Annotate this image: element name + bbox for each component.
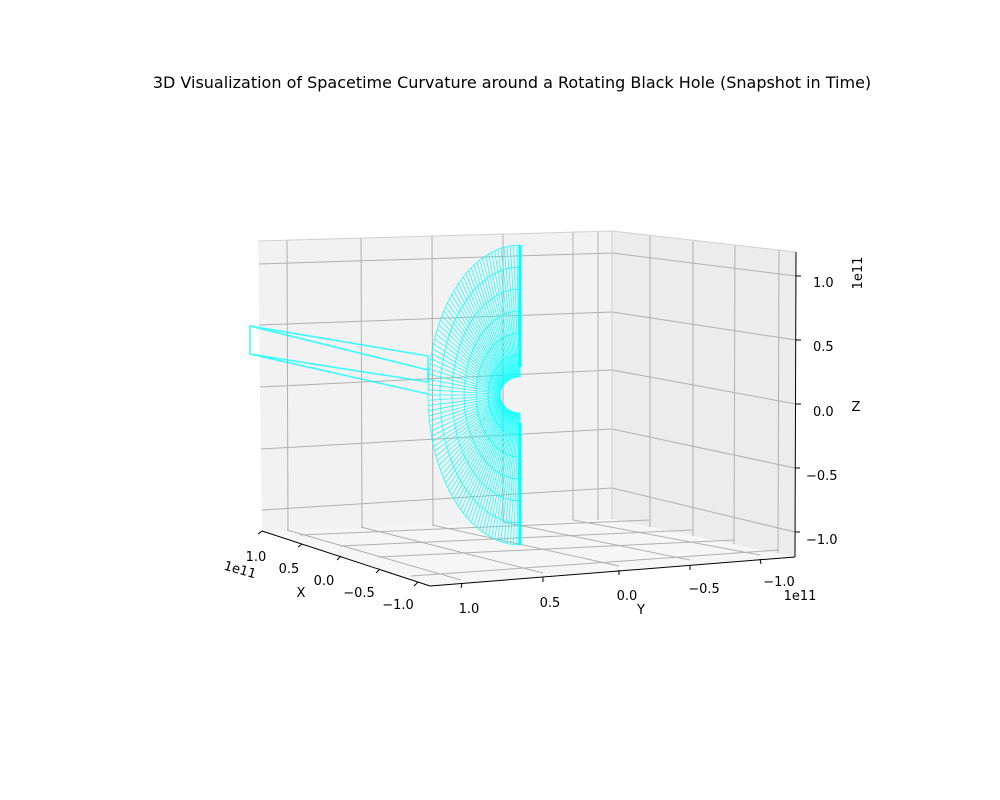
surface-panel — [249, 325, 429, 395]
x-tick-label: 0.0 — [314, 574, 335, 589]
y-tick-label: −0.5 — [688, 582, 720, 597]
y-axis-line — [429, 556, 796, 587]
z-tick-label: −0.5 — [806, 469, 838, 484]
axis-lines — [261, 251, 797, 587]
surface-ring — [499, 376, 521, 414]
x-ticks — [257, 530, 419, 587]
surface-wireframe — [249, 244, 522, 546]
x-tick-label: 1.0 — [246, 550, 267, 565]
y-ticks — [460, 558, 762, 589]
back-pane — [258, 231, 612, 531]
right-pane — [612, 231, 796, 557]
x-axis-line — [261, 530, 431, 587]
z-tick-label: 0.0 — [813, 405, 834, 420]
surface-ring — [475, 332, 521, 458]
x-tick-label: −1.0 — [382, 598, 414, 613]
y-tick-label: −1.0 — [763, 575, 795, 590]
y-tick-label: 0.5 — [540, 596, 561, 611]
pane-edges — [257, 230, 797, 519]
surface-ring — [487, 354, 521, 436]
y-offset-label: 1e11 — [784, 589, 817, 604]
z-tick-label: 1.0 — [813, 276, 834, 291]
z-tick-label: 0.5 — [813, 340, 834, 355]
z-axis-line — [794, 251, 797, 558]
surface-ring — [451, 288, 521, 502]
y-tick-label: 0.0 — [617, 589, 638, 604]
z-ticks — [795, 275, 801, 533]
surface-ring — [463, 310, 521, 480]
x-tick-label: −0.5 — [343, 586, 375, 601]
x-axis-label: X — [297, 586, 306, 601]
surface-ring — [439, 266, 521, 524]
x-tick-label: 0.5 — [279, 562, 300, 577]
chart-title: 3D Visualization of Spacetime Curvature … — [153, 73, 871, 92]
y-tick-label: 1.0 — [459, 602, 480, 617]
z-offset-label: 1e11 — [851, 257, 866, 290]
y-axis-label: Y — [636, 603, 645, 618]
surface-ring — [427, 244, 521, 546]
z-tick-label: −1.0 — [806, 533, 838, 548]
z-axis-label: Z — [852, 400, 861, 415]
